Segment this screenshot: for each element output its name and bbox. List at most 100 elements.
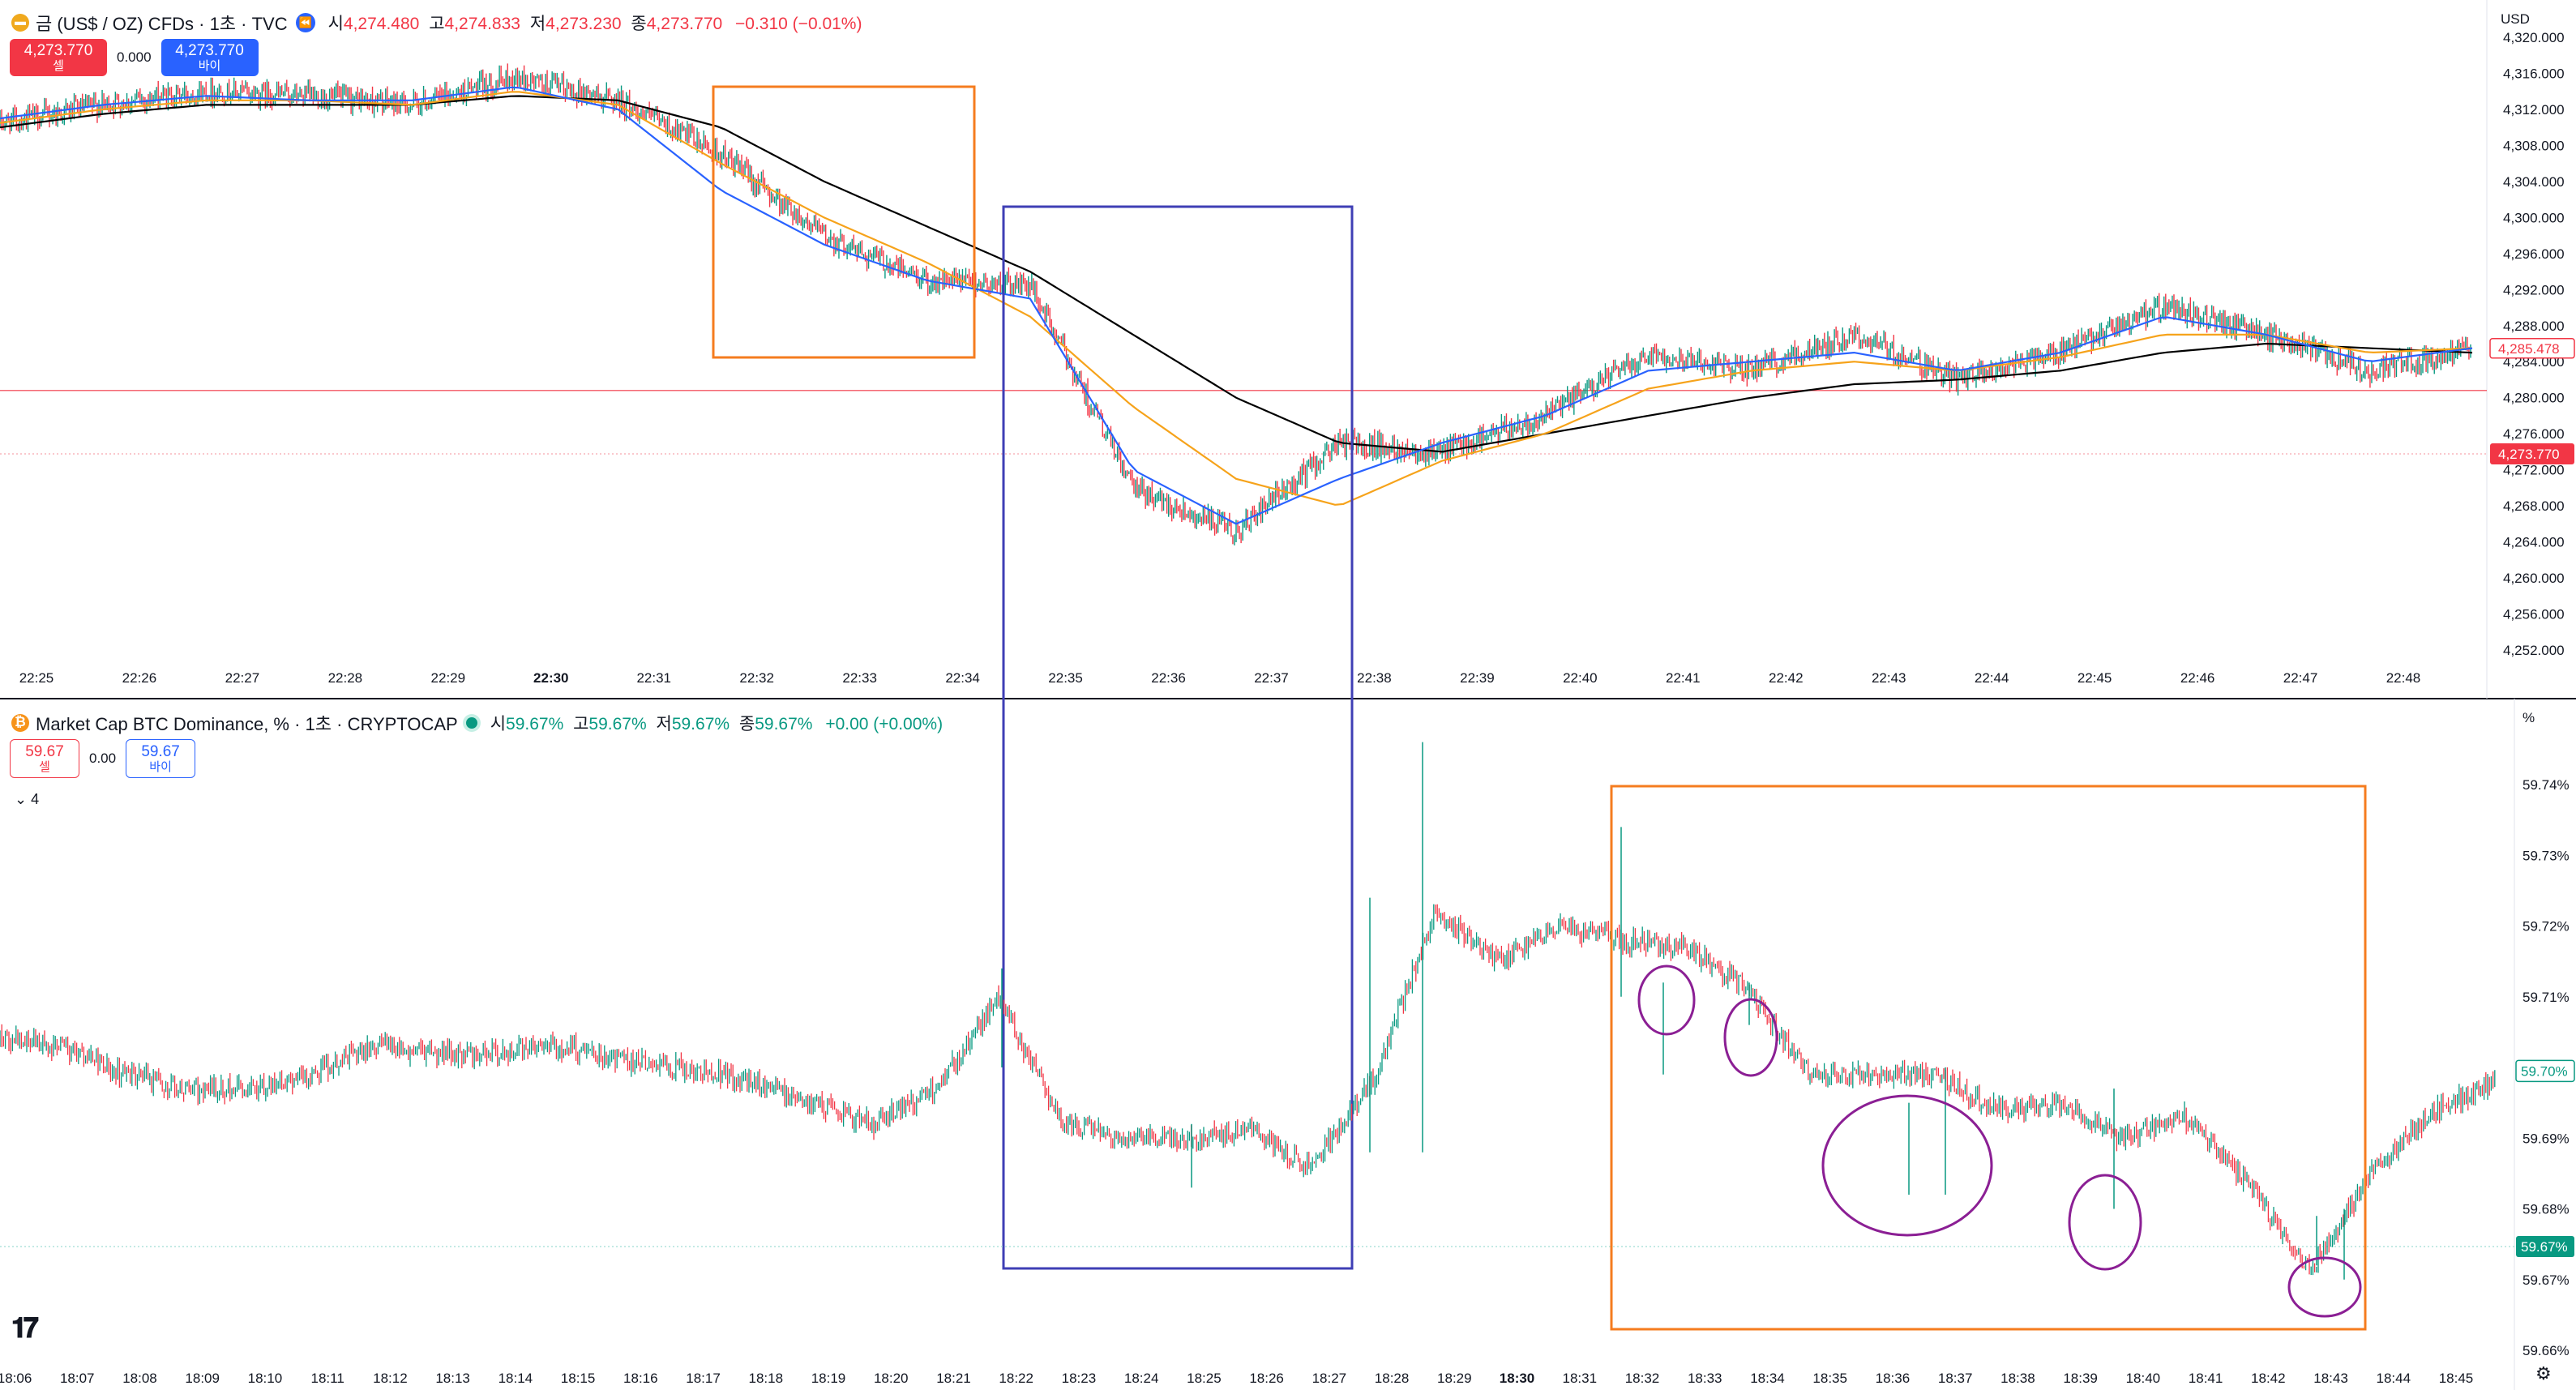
gold-time-tick: 22:37 xyxy=(1254,670,1289,686)
btc-dominance-legend: Market Cap BTC Dominance, % · 1초 · CRYPT… xyxy=(11,710,943,736)
gold-price-tick: 4,308.000 xyxy=(2503,138,2565,153)
gold-price-tick: 4,280.000 xyxy=(2503,391,2565,406)
gold-price-tick: 4,276.000 xyxy=(2503,426,2565,442)
btc-pct-tick: 59.66% xyxy=(2523,1343,2570,1358)
btc-trade-buttons: 59.67 셀 0.00 59.67 바이 xyxy=(10,739,196,778)
btc-time-tick: 18:10 xyxy=(248,1371,283,1386)
gold-time-tick: 22:42 xyxy=(1769,670,1804,686)
gold-time-tick: 22:43 xyxy=(1872,670,1906,686)
gold-price-tick: 4,264.000 xyxy=(2503,535,2565,550)
btc-pct-tick: 59.67% xyxy=(2523,1272,2570,1288)
btc-time-tick: 18:34 xyxy=(1750,1371,1785,1386)
rewind-icon[interactable]: ⏪ xyxy=(295,13,315,32)
btc-time-tick: 18:25 xyxy=(1187,1371,1222,1386)
gold-ma-tag-text: 4,285.478 xyxy=(2498,341,2560,357)
gold-ma-tag-box xyxy=(2489,338,2575,359)
btc-time-tick: 18:33 xyxy=(1688,1371,1722,1386)
gold-legend: 금 (US$ / OZ) CFDs · 1초 · TVC ⏪ 시4,274.48… xyxy=(11,10,862,36)
gold-sell-button[interactable]: 4,273.770 셀 xyxy=(10,39,107,76)
gold-time-tick: 22:34 xyxy=(945,670,980,686)
ma-mid-line xyxy=(0,91,2473,506)
btc-time-tick: 18:43 xyxy=(2313,1371,2348,1386)
btc-time-tick: 18:35 xyxy=(1812,1371,1847,1386)
orange-annotation-box-top xyxy=(712,85,976,359)
btc-time-tick: 18:30 xyxy=(1500,1371,1534,1386)
gold-spread: 0.000 xyxy=(117,49,152,65)
btc-time-tick: 18:41 xyxy=(2189,1371,2223,1386)
btc-time-tick: 18:32 xyxy=(1625,1371,1660,1386)
gold-currency-label[interactable]: USD xyxy=(2501,11,2530,27)
gold-time-tick: 22:31 xyxy=(636,670,671,686)
btc-unit-label: % xyxy=(2523,710,2535,725)
btc-pct-tick: 59.74% xyxy=(2523,777,2570,793)
orange-annotation-box-bottom xyxy=(1610,785,2367,1331)
gold-time-tick: 22:44 xyxy=(1975,670,2009,686)
gold-trade-buttons: 4,273.770 셀 0.000 4,273.770 바이 xyxy=(10,39,259,76)
btc-time-tick: 18:39 xyxy=(2063,1371,2098,1386)
btc-time-tick: 18:31 xyxy=(1562,1371,1597,1386)
gold-symbol-title[interactable]: 금 (US$ / OZ) CFDs · 1초 · TVC xyxy=(36,14,288,34)
gold-time-tick: 22:32 xyxy=(739,670,774,686)
btc-dominance-title[interactable]: Market Cap BTC Dominance, % · 1초 · CRYPT… xyxy=(36,714,458,734)
btc-time-tick: 18:24 xyxy=(1124,1371,1159,1386)
btc-time-tick: 18:28 xyxy=(1375,1371,1410,1386)
btc-time-tick: 18:22 xyxy=(999,1371,1033,1386)
gold-price-tick: 4,288.000 xyxy=(2503,319,2565,334)
btc-time-tick: 18:12 xyxy=(373,1371,408,1386)
btc-time-tick: 18:23 xyxy=(1062,1371,1097,1386)
gold-last-price-tag: 4,273.770 xyxy=(2490,443,2574,464)
gold-candles xyxy=(0,63,2471,545)
btc-pct-tick: 59.69% xyxy=(2523,1131,2570,1146)
btc-time-tick: 18:38 xyxy=(2000,1371,2035,1386)
gold-price-tick: 4,300.000 xyxy=(2503,210,2565,225)
btc-time-tick: 18:08 xyxy=(122,1371,157,1386)
btc-time-tick: 18:40 xyxy=(2126,1371,2161,1386)
gold-price-tick: 4,320.000 xyxy=(2503,30,2565,45)
btc-pct-tick: 59.72% xyxy=(2523,919,2570,935)
btc-sell-button[interactable]: 59.67 셀 xyxy=(10,739,79,778)
gold-time-tick: 22:40 xyxy=(1563,670,1598,686)
btc-time-tick: 18:15 xyxy=(561,1371,596,1386)
gold-time-tick: 22:25 xyxy=(19,670,54,686)
gold-time-tick: 22:39 xyxy=(1460,670,1495,686)
btc-pct-tick: 59.73% xyxy=(2523,848,2570,863)
purple-annotation-circle xyxy=(1821,1094,1993,1237)
gold-ohlc: 시4,274.480 고4,274.833 저4,273.230 종4,273.… xyxy=(327,15,862,33)
gold-time-tick: 22:45 xyxy=(2077,670,2112,686)
gold-symbol-icon xyxy=(11,14,29,32)
gold-time-tick: 22:30 xyxy=(533,670,568,686)
btc-time-tick: 18:18 xyxy=(748,1371,783,1386)
btc-time-tick: 18:37 xyxy=(1938,1371,1973,1386)
settings-gear-icon[interactable]: ⚙ xyxy=(2535,1363,2552,1384)
btc-symbol-icon xyxy=(11,714,29,732)
gold-time-tick: 22:36 xyxy=(1151,670,1186,686)
gold-price-tick: 4,304.000 xyxy=(2503,174,2565,190)
gold-buy-button[interactable]: 4,273.770 바이 xyxy=(160,39,259,76)
gold-time-tick: 22:27 xyxy=(225,670,260,686)
btc-time-tick: 18:36 xyxy=(1876,1371,1911,1386)
gold-time-tick: 22:26 xyxy=(122,670,157,686)
btc-time-tick: 18:26 xyxy=(1249,1371,1284,1386)
gold-price-tick: 4,260.000 xyxy=(2503,571,2565,586)
btc-last-price-tag: 59.67% xyxy=(2516,1236,2574,1257)
gold-time-tick: 22:47 xyxy=(2283,670,2318,686)
btc-buy-button[interactable]: 59.67 바이 xyxy=(126,739,196,778)
tradingview-logo-icon[interactable]: 𝟏𝟕 xyxy=(11,1313,39,1344)
purple-annotation-circle xyxy=(1637,964,1696,1036)
btc-spread: 0.00 xyxy=(89,751,117,766)
btc-current-price-tag: 59.70% xyxy=(2515,1059,2575,1083)
gold-time-tick: 22:29 xyxy=(431,670,466,686)
btc-dominance-ohlc: 시59.67% 고59.67% 저59.67% 종59.67% +0.00 (+… xyxy=(490,715,944,733)
indicator-collapse-toggle[interactable]: ⌄ 4 xyxy=(15,791,40,807)
purple-annotation-circle xyxy=(2287,1256,2362,1318)
gold-price-tick: 4,256.000 xyxy=(2503,607,2565,622)
gold-price-tick: 4,296.000 xyxy=(2503,246,2565,262)
btc-time-tick: 18:19 xyxy=(811,1371,846,1386)
btc-time-tick: 18:17 xyxy=(686,1371,721,1386)
gold-price-tick: 4,316.000 xyxy=(2503,66,2565,81)
btc-time-tick: 18:45 xyxy=(2439,1371,2474,1386)
btc-time-tick: 18:13 xyxy=(435,1371,470,1386)
btc-current-tag-text: 59.70% xyxy=(2521,1063,2568,1079)
